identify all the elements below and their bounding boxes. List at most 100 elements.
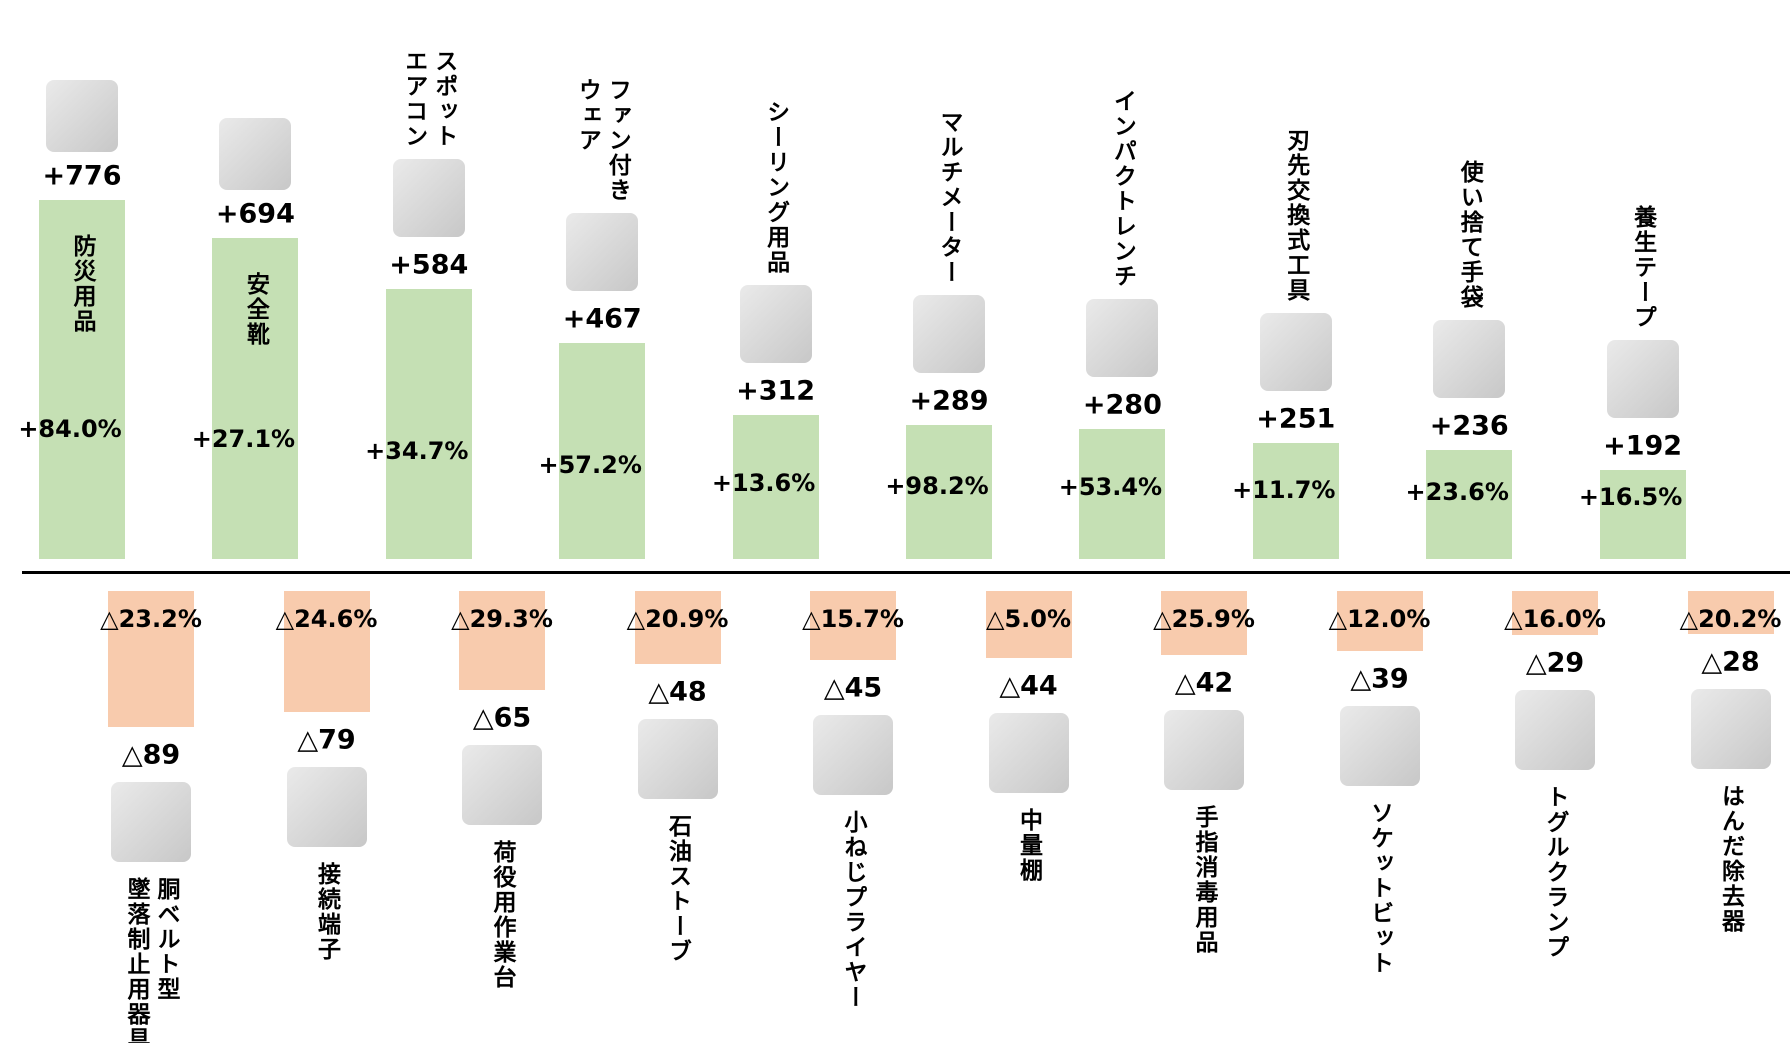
rate-label: △29.3% xyxy=(451,605,553,633)
product-image xyxy=(1259,312,1332,391)
value-label: +280 xyxy=(1082,389,1162,421)
product-image xyxy=(1690,688,1771,769)
category-label: 中量棚 xyxy=(1015,808,1042,884)
value-label: +312 xyxy=(736,375,816,407)
value-label: +467 xyxy=(562,303,642,335)
value-label: +251 xyxy=(1256,403,1336,435)
value-label: +776 xyxy=(42,160,122,192)
bar xyxy=(1687,591,1774,634)
category-label: 養生テープ xyxy=(1629,205,1656,331)
bar xyxy=(459,591,545,691)
bar xyxy=(1512,591,1598,636)
product-image xyxy=(637,719,718,800)
product-image xyxy=(739,284,812,363)
rate-label: △25.9% xyxy=(1153,605,1255,633)
rate-label: △16.0% xyxy=(1504,605,1606,633)
category-label: トグルクランプ xyxy=(1542,785,1568,961)
bar xyxy=(559,342,646,559)
category-label: 防災用品 xyxy=(69,233,95,334)
bar xyxy=(108,591,194,728)
bar xyxy=(1161,591,1247,656)
value-label: +694 xyxy=(215,198,295,230)
value-label: △89 xyxy=(121,739,181,771)
value-label: △65 xyxy=(472,702,532,734)
rate-label: +98.2% xyxy=(885,471,989,500)
bar xyxy=(732,414,819,559)
category-label: 小ねじプライヤー xyxy=(840,809,866,1010)
category-label: はんだ除去器 xyxy=(1717,783,1744,934)
category-label: 刃先交換式工具 xyxy=(1282,127,1309,303)
value-label: △28 xyxy=(1701,646,1760,678)
rate-label: △20.2% xyxy=(1679,605,1782,633)
rate-label: +57.2% xyxy=(538,450,642,479)
product-image xyxy=(1086,299,1159,378)
bar xyxy=(1599,470,1686,559)
category-label: ファン付き ウェア xyxy=(574,77,631,203)
value-label: △44 xyxy=(999,670,1058,702)
category-label: 荷役用作業台 xyxy=(489,840,515,991)
product-image xyxy=(462,745,542,826)
category-label: 接続端子 xyxy=(313,861,340,962)
rate-label: +16.5% xyxy=(1578,482,1683,511)
product-image xyxy=(1606,340,1679,419)
category-label: シーリング用品 xyxy=(762,99,789,275)
product-image xyxy=(813,714,893,795)
rate-label: △23.2% xyxy=(100,605,202,633)
bar xyxy=(810,591,896,660)
product-image xyxy=(913,295,985,374)
product-image xyxy=(988,713,1069,794)
bar xyxy=(283,591,370,712)
category-label: 手指消毒用品 xyxy=(1191,805,1217,956)
bar xyxy=(1079,429,1166,559)
product-image xyxy=(1339,705,1420,786)
product-image xyxy=(286,766,367,847)
product-image xyxy=(566,212,639,291)
product-image xyxy=(219,117,292,190)
rate-label: △15.7% xyxy=(802,605,904,633)
category-label: インパクトレンチ xyxy=(1109,89,1136,290)
value-label: +584 xyxy=(389,249,469,281)
product-image xyxy=(111,782,191,863)
value-label: +192 xyxy=(1603,430,1683,462)
category-label: 胴ベルト型 墜落制止用器具 xyxy=(123,877,179,1043)
value-label: △48 xyxy=(648,676,707,708)
rate-label: +84.0% xyxy=(18,415,122,444)
rate-label: +13.6% xyxy=(711,468,816,497)
category-label: マルチメーター xyxy=(936,110,962,286)
rate-label: +23.6% xyxy=(1405,477,1509,506)
rate-label: △12.0% xyxy=(1328,605,1431,633)
rate-label: △24.6% xyxy=(275,605,378,633)
bar xyxy=(634,591,721,665)
product-image xyxy=(46,79,118,152)
value-label: △45 xyxy=(823,672,883,704)
bar xyxy=(1426,449,1513,559)
value-label: +289 xyxy=(909,385,989,417)
category-label: 石油ストーブ xyxy=(664,814,691,965)
category-label: ソケットビット xyxy=(1366,800,1393,976)
bar xyxy=(1252,442,1339,559)
rate-label: +53.4% xyxy=(1058,472,1163,501)
value-label: △42 xyxy=(1174,667,1234,699)
product-image xyxy=(1164,710,1244,791)
zero-line xyxy=(22,571,1790,574)
product-image xyxy=(1515,690,1595,771)
rate-label: △20.9% xyxy=(626,605,729,633)
category-label: 安全靴 xyxy=(242,271,269,347)
product-image xyxy=(392,158,465,237)
bar xyxy=(906,425,992,559)
bar xyxy=(212,237,299,559)
rate-label: +27.1% xyxy=(191,424,296,453)
rate-label: +34.7% xyxy=(365,437,469,466)
value-label: △79 xyxy=(297,724,356,756)
bar xyxy=(39,199,125,559)
category-label: 使い捨て手袋 xyxy=(1456,159,1483,310)
value-label: +236 xyxy=(1429,410,1509,442)
bar xyxy=(385,288,472,559)
product-image xyxy=(1433,319,1506,398)
value-label: △39 xyxy=(1350,663,1409,695)
value-label: △29 xyxy=(1525,647,1585,679)
rate-label: △5.0% xyxy=(985,605,1072,633)
category-label: スポット エアコン xyxy=(400,48,457,149)
rate-label: +11.7% xyxy=(1232,475,1336,504)
